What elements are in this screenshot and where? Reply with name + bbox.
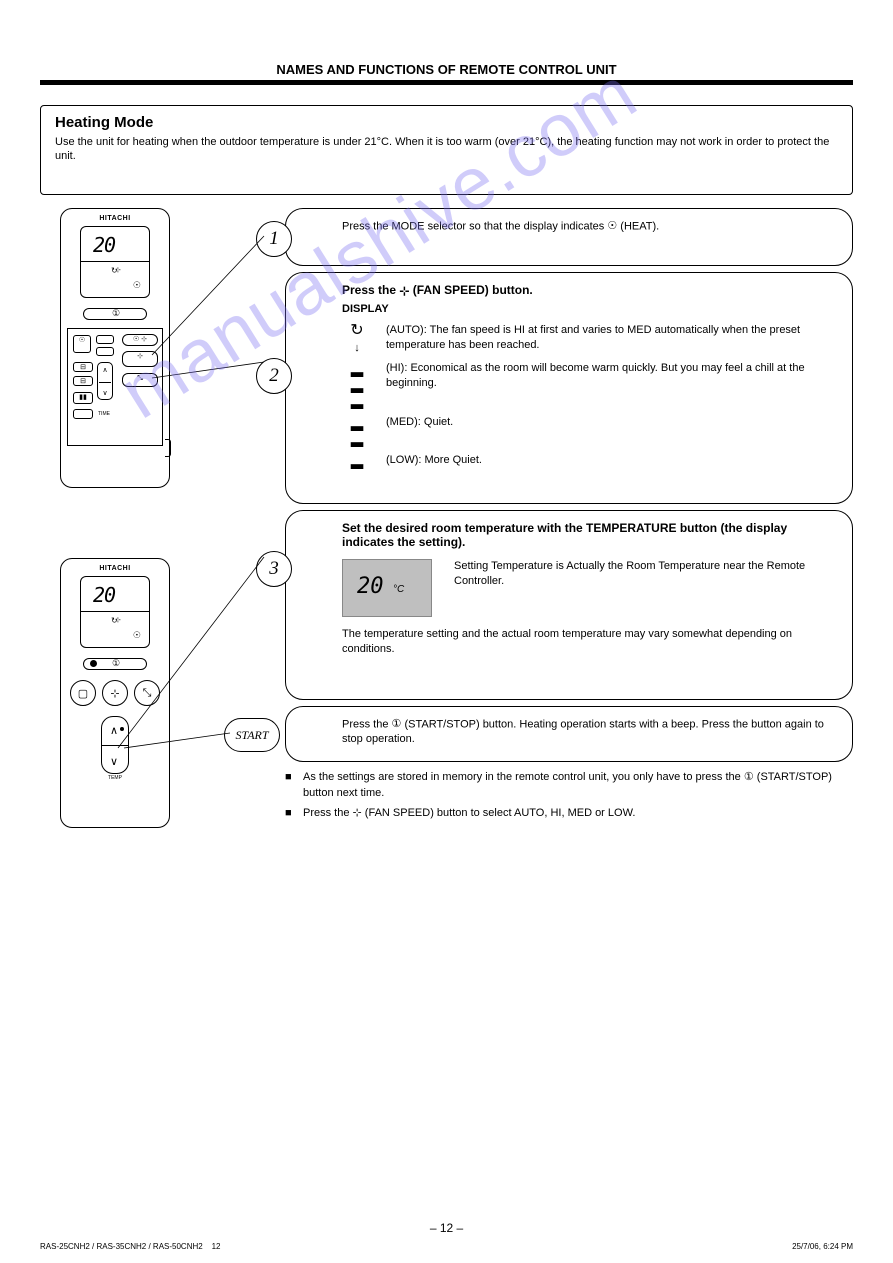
- mode-desc: Use the unit for heating when the outdoo…: [55, 135, 838, 164]
- page-number: – 12 –: [0, 1221, 893, 1235]
- remote-open: HITACHI 20 ⊹ ↻ ☉ ① ☉ ☉ ⊹ ⊹ ⊟ ⊟ ∧∨ ⤡ ▮▮ T…: [60, 208, 170, 488]
- fan-icon: ⊹: [399, 284, 409, 298]
- lcd-example: 20 °C: [342, 559, 432, 617]
- page-header: NAMES AND FUNCTIONS OF REMOTE CONTROL UN…: [40, 62, 853, 77]
- temperature-button: ∧ ∨: [101, 716, 129, 774]
- fan-button: ⊹: [102, 680, 128, 706]
- notes-list: ■As the settings are stored in memory in…: [285, 770, 853, 826]
- start-label: START: [224, 718, 280, 752]
- mode-selector-button: ☉ ⊹: [122, 334, 158, 346]
- start-stop-button: ①: [83, 308, 147, 320]
- remote-closed: HITACHI 20 ⊹ ↻ ☉ ① ▢ ⊹ ⤡ ∧ ∨ TEMP: [60, 558, 170, 828]
- brand-label: HITACHI: [61, 215, 169, 222]
- battery-tab: [165, 439, 171, 457]
- step-number-3: 3: [256, 551, 292, 587]
- swing-button: ⤡: [134, 680, 160, 706]
- mode-title: Heating Mode: [55, 114, 838, 131]
- footer-model: RAS-25CNH2 / RAS-35CNH2 / RAS-50CNH2 12: [40, 1242, 221, 1251]
- footer-date: 25/7/06, 6:24 PM: [792, 1242, 853, 1251]
- step-2-panel: 2 Press the ⊹ (FAN SPEED) button. DISPLA…: [285, 272, 853, 504]
- start-stop-button-2: ①: [83, 658, 147, 670]
- step-1-panel: 1 Press the MODE selector so that the di…: [285, 208, 853, 266]
- lcd-screen: 20 ⊹ ↻ ☉: [80, 226, 150, 298]
- fan-speed-button: ⊹: [122, 351, 158, 367]
- fan-icon-inline: ⊹: [353, 807, 362, 819]
- step-number-2: 2: [256, 358, 292, 394]
- remote-panel: ☉ ☉ ⊹ ⊹ ⊟ ⊟ ∧∨ ⤡ ▮▮ TIME: [67, 328, 163, 446]
- step-number-1: 1: [256, 221, 292, 257]
- heat-icon: ☉: [607, 219, 617, 234]
- power-icon-inline: ①: [744, 771, 754, 783]
- timer-button: ▢: [70, 680, 96, 706]
- step-3-panel: 3 Set the desired room temperature with …: [285, 510, 853, 700]
- header-rule: [40, 80, 853, 85]
- lcd-screen-2: 20 ⊹ ↻ ☉: [80, 576, 150, 648]
- power-icon: ①: [392, 717, 402, 732]
- start-panel: Press the ① (START/STOP) button. Heating…: [285, 706, 853, 762]
- mode-box: Heating Mode Use the unit for heating wh…: [40, 105, 853, 195]
